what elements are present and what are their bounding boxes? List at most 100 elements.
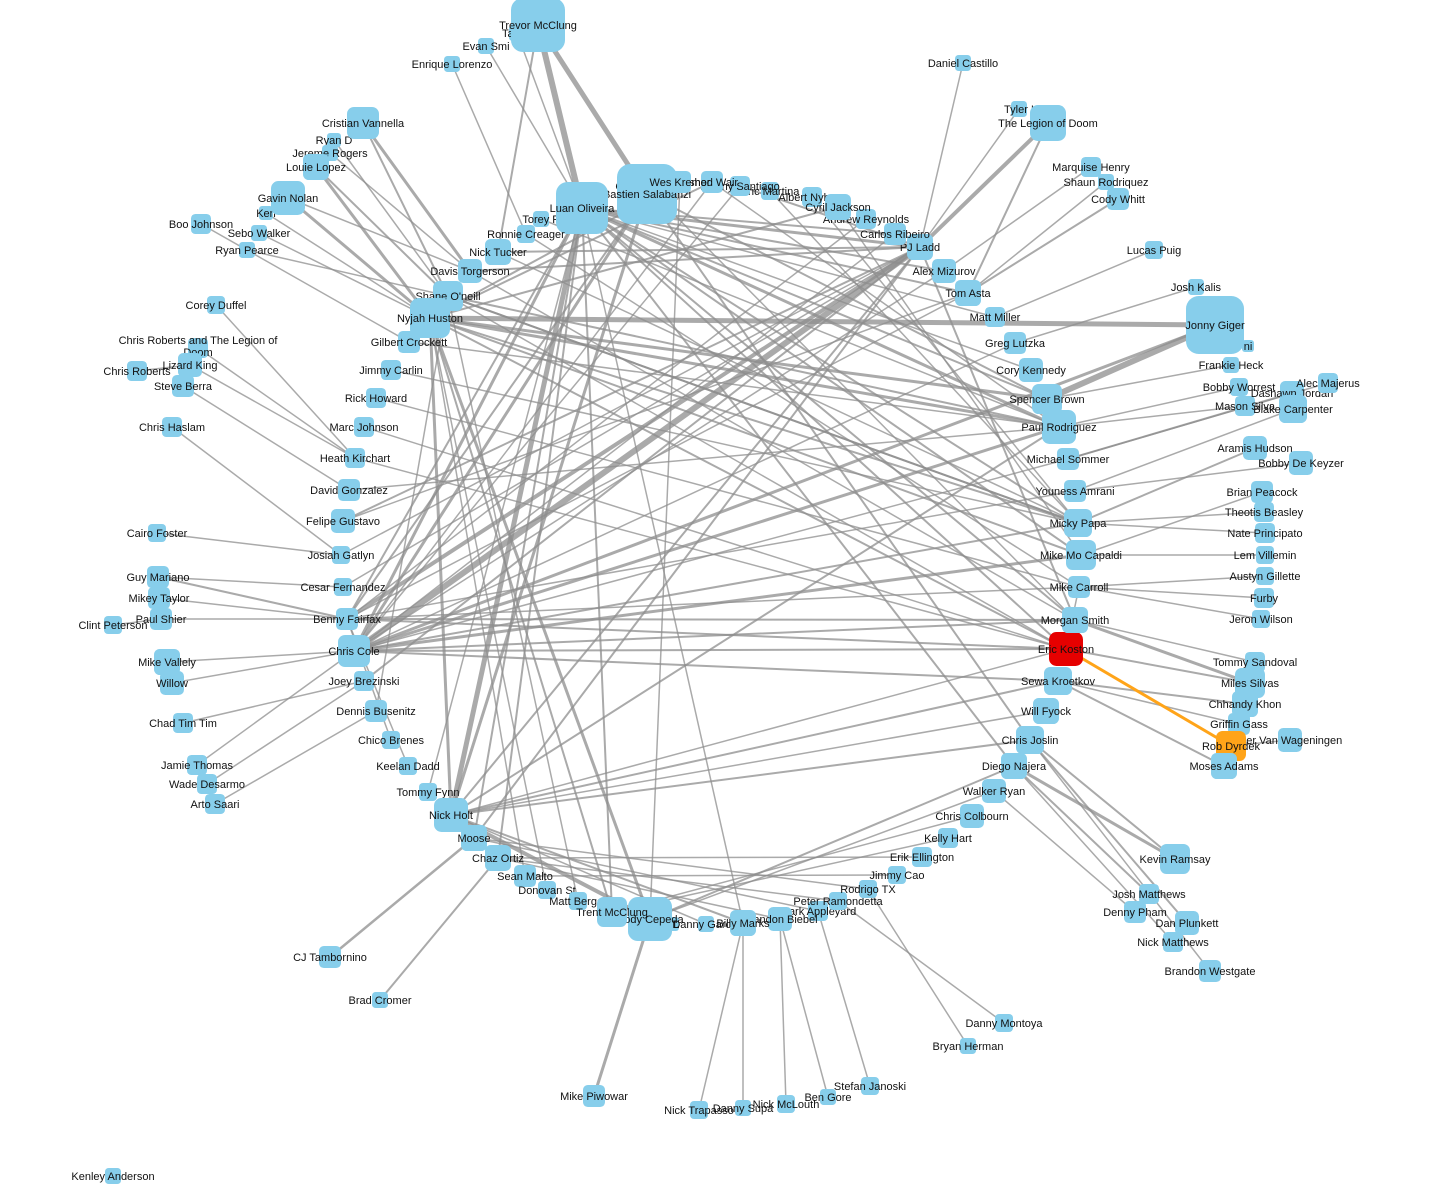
node-bobby-worrest[interactable] bbox=[1230, 378, 1248, 396]
node-nick-tucker[interactable] bbox=[485, 239, 511, 265]
node-tommy-fynn[interactable] bbox=[419, 783, 437, 801]
node-mike-carroll[interactable] bbox=[1068, 576, 1090, 598]
node-paul-rodriguez[interactable] bbox=[1042, 410, 1076, 444]
node-brandon-westgate[interactable] bbox=[1199, 960, 1221, 982]
node-corey-duffel[interactable] bbox=[207, 296, 225, 314]
node-peter-ramondetta[interactable] bbox=[829, 892, 847, 910]
node-erik-ellington[interactable] bbox=[912, 847, 932, 867]
node-stefan-janoski[interactable] bbox=[861, 1077, 879, 1095]
node-donovan-st[interactable] bbox=[538, 881, 556, 899]
node-cody-whitt[interactable] bbox=[1107, 188, 1129, 210]
node-evan-smi[interactable] bbox=[478, 38, 494, 54]
node-denny-pham[interactable] bbox=[1124, 901, 1146, 923]
node-blake-carpenter[interactable] bbox=[1279, 395, 1307, 423]
node-tom-asta[interactable] bbox=[955, 280, 981, 306]
node-nyjah-huston[interactable] bbox=[410, 298, 450, 338]
node-dan-plunkett[interactable] bbox=[1175, 911, 1199, 935]
node-eric-koston[interactable] bbox=[1049, 632, 1083, 666]
node-lizard-king[interactable] bbox=[178, 353, 202, 377]
node-trevor-mcclung[interactable] bbox=[511, 0, 565, 52]
node-chris-colbourn[interactable] bbox=[960, 804, 984, 828]
node-joey-brezinski[interactable] bbox=[354, 671, 374, 691]
node-cyril-jackson[interactable] bbox=[825, 194, 851, 220]
node-chad-tim-tim[interactable] bbox=[173, 713, 193, 733]
node-rick-howard[interactable] bbox=[366, 388, 386, 408]
node-pj-ladd[interactable] bbox=[907, 234, 933, 260]
node-danny-montoya[interactable] bbox=[995, 1014, 1013, 1032]
node-cory-kennedy[interactable] bbox=[1019, 358, 1043, 382]
node-mike-piwowar[interactable] bbox=[583, 1085, 605, 1107]
node-cj-tambornino[interactable] bbox=[319, 946, 341, 968]
node-chico-brenes[interactable] bbox=[382, 731, 400, 749]
node-michael-sommer[interactable] bbox=[1057, 448, 1079, 470]
node-trent-mcclung[interactable] bbox=[597, 897, 627, 927]
node-chhandy-khon[interactable] bbox=[1232, 691, 1258, 717]
node-cesar-fernandez[interactable] bbox=[334, 578, 352, 596]
node-gavin-nolan[interactable] bbox=[271, 181, 305, 215]
node-jonny-giger[interactable] bbox=[1186, 296, 1244, 354]
node-nate-principato[interactable] bbox=[1255, 523, 1275, 543]
node-mike-mo-capaldi[interactable] bbox=[1066, 540, 1096, 570]
node-keelan-dadd[interactable] bbox=[399, 757, 417, 775]
node-mark-appleyard[interactable] bbox=[808, 901, 828, 921]
node-kenley-anderson[interactable] bbox=[105, 1168, 121, 1184]
node-nick-trapasso[interactable] bbox=[690, 1101, 708, 1119]
node-nick-matthews[interactable] bbox=[1163, 932, 1183, 952]
node-iger-van-wageningen[interactable] bbox=[1278, 728, 1302, 752]
node-danny-garcia[interactable] bbox=[698, 916, 714, 932]
node-alec-majerus[interactable] bbox=[1318, 373, 1338, 393]
node-griffin-gass[interactable] bbox=[1228, 713, 1250, 735]
node-frankie-heck[interactable] bbox=[1223, 357, 1239, 373]
node-jamie-thomas[interactable] bbox=[187, 755, 207, 775]
node-kevin-ramsay[interactable] bbox=[1160, 844, 1190, 874]
node-sebo-walker[interactable] bbox=[251, 225, 267, 241]
node-cody-cepeda[interactable] bbox=[628, 897, 672, 941]
node-brad-cromer[interactable] bbox=[372, 992, 388, 1008]
node-carlos-ribeiro[interactable] bbox=[884, 223, 906, 245]
node-felipe-gustavo[interactable] bbox=[331, 509, 355, 533]
node-josh-matthews[interactable] bbox=[1139, 884, 1159, 904]
node-heath-kirchart[interactable] bbox=[345, 448, 365, 468]
node-chaz-ortiz[interactable] bbox=[485, 845, 511, 871]
node-paul-shier[interactable] bbox=[150, 608, 172, 630]
node-dennis-busenitz[interactable] bbox=[365, 700, 387, 722]
node-daniel-castillo[interactable] bbox=[955, 55, 971, 71]
node-clint-peterson[interactable] bbox=[104, 616, 122, 634]
node-billy-marks[interactable] bbox=[730, 910, 756, 936]
node-arto-saari[interactable] bbox=[205, 794, 225, 814]
node-mason-silva[interactable] bbox=[1235, 396, 1255, 416]
node-the-legion-of-doom[interactable] bbox=[1030, 105, 1066, 141]
node-cristian-vannella[interactable] bbox=[347, 107, 379, 139]
node-steve-berra[interactable] bbox=[172, 375, 194, 397]
node-bastien-salabanzi[interactable] bbox=[617, 164, 677, 224]
node-jimmy-cao[interactable] bbox=[888, 866, 906, 884]
node-youness-amrani[interactable] bbox=[1064, 480, 1086, 502]
node-moose[interactable] bbox=[461, 825, 487, 851]
node-kelly-hart[interactable] bbox=[938, 828, 958, 848]
node-theotis-beasley[interactable] bbox=[1254, 502, 1274, 522]
node-mikey-taylor[interactable] bbox=[148, 587, 170, 609]
node-luan-oliveira[interactable] bbox=[556, 182, 608, 234]
node-manny-santiago[interactable] bbox=[730, 176, 750, 196]
node-marquise-henry[interactable] bbox=[1081, 157, 1101, 177]
node-david-gonzalez[interactable] bbox=[338, 479, 360, 501]
node-austyn-gillette[interactable] bbox=[1256, 567, 1274, 585]
node-albert-nyberg[interactable] bbox=[802, 187, 822, 207]
node-shaun-rodriquez[interactable] bbox=[1098, 174, 1114, 190]
node-tyler-i[interactable] bbox=[1011, 101, 1027, 117]
node-ni[interactable] bbox=[1242, 340, 1254, 352]
node-chris-cole[interactable] bbox=[338, 635, 370, 667]
node-wes-kremer[interactable] bbox=[669, 171, 691, 193]
node-willow[interactable] bbox=[160, 671, 184, 695]
node-matt-miller[interactable] bbox=[985, 307, 1005, 327]
node-enrique-lorenzo[interactable] bbox=[444, 56, 460, 72]
node-ben-gore[interactable] bbox=[820, 1089, 836, 1105]
node-walker-ryan[interactable] bbox=[982, 779, 1006, 803]
node-guy-mariano[interactable] bbox=[147, 566, 169, 588]
node-jeron-wilson[interactable] bbox=[1252, 610, 1270, 628]
node-cairo-foster[interactable] bbox=[148, 524, 166, 542]
node-aramis-hudson[interactable] bbox=[1243, 436, 1267, 460]
node-greg-lutzka[interactable] bbox=[1004, 332, 1026, 354]
node-ronnie-creager[interactable] bbox=[517, 225, 535, 243]
node-chris-haslam[interactable] bbox=[162, 417, 182, 437]
